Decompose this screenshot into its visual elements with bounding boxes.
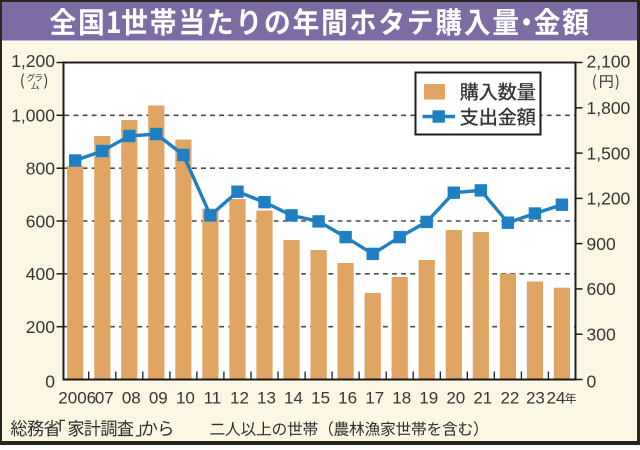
svg-text:16: 16	[338, 388, 357, 407]
svg-text:0: 0	[45, 371, 55, 391]
svg-text:22: 22	[500, 388, 519, 407]
svg-text:200: 200	[26, 317, 55, 337]
svg-text:10: 10	[176, 388, 195, 407]
svg-text:2006: 2006	[58, 388, 96, 407]
svg-text:1,200: 1,200	[587, 189, 631, 209]
svg-text:09: 09	[149, 388, 168, 407]
svg-text:300: 300	[587, 325, 616, 345]
svg-text:07: 07	[95, 388, 114, 407]
svg-text:21: 21	[473, 388, 492, 407]
svg-text:1,000: 1,000	[11, 106, 55, 126]
svg-text:19: 19	[419, 388, 438, 407]
svg-text:800: 800	[26, 159, 55, 179]
svg-text:0: 0	[587, 371, 597, 391]
svg-text:2,100: 2,100	[587, 51, 631, 71]
svg-text:400: 400	[26, 264, 55, 284]
svg-text:15: 15	[311, 388, 330, 407]
svg-text:13: 13	[257, 388, 276, 407]
svg-text:18: 18	[392, 388, 411, 407]
svg-text:14: 14	[284, 388, 303, 407]
svg-text:900: 900	[587, 234, 616, 254]
svg-text:1,500: 1,500	[587, 143, 631, 163]
svg-text:600: 600	[587, 279, 616, 299]
svg-text:1,200: 1,200	[11, 51, 55, 71]
svg-text:17: 17	[365, 388, 384, 407]
svg-text:20: 20	[446, 388, 465, 407]
svg-text:24: 24	[547, 388, 566, 407]
svg-text:600: 600	[26, 211, 55, 231]
svg-text:12: 12	[230, 388, 249, 407]
svg-text:1,800: 1,800	[587, 98, 631, 118]
svg-text:23: 23	[526, 388, 545, 407]
svg-text:08: 08	[122, 388, 141, 407]
svg-text:11: 11	[204, 388, 222, 407]
